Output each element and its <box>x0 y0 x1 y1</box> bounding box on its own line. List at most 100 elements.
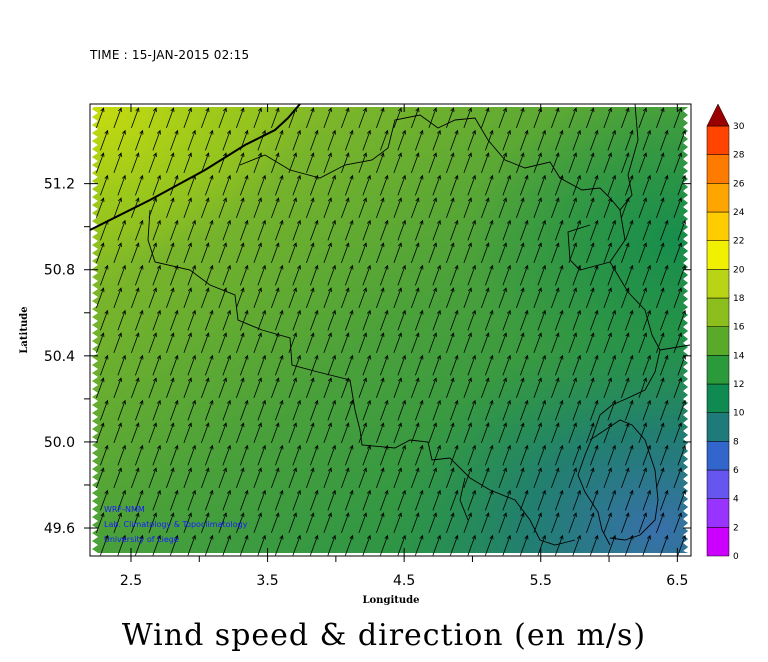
wind-arrow <box>148 377 157 399</box>
wind-arrow <box>607 354 616 376</box>
wind-arrow <box>275 219 284 241</box>
wind-arrow <box>537 354 546 376</box>
wind-arrow <box>222 489 231 511</box>
wind-arrow <box>533 242 542 264</box>
wind-arrow <box>201 197 210 219</box>
wind-arrow <box>586 512 595 534</box>
x-tick-label: 5.5 <box>530 573 552 589</box>
wind-arrow <box>327 489 336 511</box>
wind-arrow <box>166 377 175 399</box>
wind-arrow <box>498 107 507 129</box>
wind-arrow <box>257 534 266 556</box>
wind-arrow <box>621 422 630 444</box>
wind-arrow <box>625 129 634 151</box>
wind-arrow <box>607 264 616 286</box>
colorbar-label: 24 <box>733 208 745 218</box>
wind-arrow <box>568 242 577 264</box>
wind-arrow <box>656 422 665 444</box>
wind-arrow <box>432 219 441 241</box>
wind-arrow <box>586 422 595 444</box>
wind-arrow <box>572 444 581 466</box>
wind-arrow <box>625 354 634 376</box>
wind-arrow <box>152 309 161 331</box>
wind-arrow <box>358 197 367 219</box>
wind-arrow <box>555 354 564 376</box>
colorbar-swatch <box>706 469 730 499</box>
wind-arrow <box>568 287 577 309</box>
wind-vectors <box>96 107 686 556</box>
wind-arrow <box>288 197 297 219</box>
wind-arrow <box>625 174 634 196</box>
wind-arrow <box>463 152 472 174</box>
wind-arrow <box>183 107 192 129</box>
wind-arrow <box>135 174 144 196</box>
wind-arrow <box>358 467 367 489</box>
wind-arrow <box>621 467 630 489</box>
wind-arrow <box>463 287 472 309</box>
wind-arrow <box>520 129 529 151</box>
wind-arrow <box>498 242 507 264</box>
wind-arrow <box>463 107 472 129</box>
wind-arrow <box>323 197 332 219</box>
colorbar-label: 26 <box>733 179 745 189</box>
colorbar-label: 4 <box>733 495 739 505</box>
wind-arrow <box>467 219 476 241</box>
wind-arrow <box>572 489 581 511</box>
wind-arrow <box>222 309 231 331</box>
y-tick-label: 49.6 <box>44 521 75 537</box>
wind-arrow <box>481 467 490 489</box>
wind-arrow <box>432 174 441 196</box>
wind-arrow <box>677 309 686 331</box>
wind-arrow <box>638 197 647 219</box>
wind-arrow <box>450 399 459 421</box>
wind-arrow <box>555 444 564 466</box>
wind-arrow <box>306 197 315 219</box>
wind-arrow <box>673 107 682 129</box>
wind-arrow <box>677 129 686 151</box>
wind-arrow <box>96 467 105 489</box>
wind-arrow <box>590 489 599 511</box>
wind-arrow <box>96 332 105 354</box>
wind-arrow <box>117 219 126 241</box>
wind-arrow <box>292 399 301 421</box>
wind-arrow <box>205 354 214 376</box>
wind-arrow <box>551 107 560 129</box>
wind-arrow <box>450 534 459 556</box>
wind-arrow <box>568 197 577 219</box>
wind-arrow <box>397 444 406 466</box>
wind-arrow <box>205 399 214 421</box>
wind-arrow <box>362 534 371 556</box>
wind-arrow <box>358 107 367 129</box>
wind-arrow <box>642 354 651 376</box>
wind-arrow <box>638 107 647 129</box>
country-borders <box>147 104 691 546</box>
wind-arrow <box>113 287 122 309</box>
wind-arrow <box>152 489 161 511</box>
wind-arrow <box>432 399 441 421</box>
wind-arrow <box>428 152 437 174</box>
wind-arrow <box>131 287 140 309</box>
wind-arrow <box>345 309 354 331</box>
wind-arrow <box>485 309 494 331</box>
wind-arrow <box>590 399 599 421</box>
wind-arrow <box>218 242 227 264</box>
wind-arrow <box>446 467 455 489</box>
wind-arrow <box>166 332 175 354</box>
wind-arrow <box>288 242 297 264</box>
wind-arrow <box>603 467 612 489</box>
wind-arrow <box>485 399 494 421</box>
wind-arrow <box>485 354 494 376</box>
wind-arrow <box>572 219 581 241</box>
wind-arrow <box>253 242 262 264</box>
wind-arrow <box>625 399 634 421</box>
wind-arrow <box>533 197 542 219</box>
wind-arrow <box>310 399 319 421</box>
wind-arrow <box>638 467 647 489</box>
wind-arrow <box>450 444 459 466</box>
wind-arrow <box>572 264 581 286</box>
wind-arrow <box>446 332 455 354</box>
wind-arrow <box>345 174 354 196</box>
wind-arrow <box>642 129 651 151</box>
wind-arrow <box>345 129 354 151</box>
wind-arrow <box>236 332 245 354</box>
